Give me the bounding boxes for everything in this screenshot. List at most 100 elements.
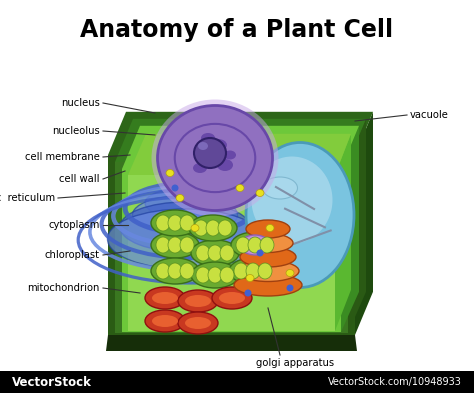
Polygon shape <box>115 119 366 162</box>
Ellipse shape <box>220 245 234 261</box>
Ellipse shape <box>194 220 208 236</box>
Ellipse shape <box>166 169 174 176</box>
Ellipse shape <box>240 235 270 255</box>
Ellipse shape <box>260 237 274 253</box>
Ellipse shape <box>180 263 194 279</box>
Text: cell wall: cell wall <box>60 174 100 184</box>
Ellipse shape <box>236 237 250 253</box>
Ellipse shape <box>198 142 208 150</box>
Ellipse shape <box>133 195 237 235</box>
Ellipse shape <box>246 143 354 288</box>
Ellipse shape <box>145 188 225 218</box>
Ellipse shape <box>243 233 293 252</box>
Polygon shape <box>106 335 357 351</box>
Ellipse shape <box>237 261 299 281</box>
Text: mitochondrion: mitochondrion <box>27 283 100 293</box>
Text: VectorStock.com/10948933: VectorStock.com/10948933 <box>328 377 462 387</box>
Ellipse shape <box>256 250 264 257</box>
Polygon shape <box>348 119 366 333</box>
Text: cytoplasm: cytoplasm <box>49 220 100 230</box>
Ellipse shape <box>151 210 199 236</box>
Ellipse shape <box>208 245 222 261</box>
Ellipse shape <box>152 315 178 327</box>
Ellipse shape <box>248 237 262 253</box>
Ellipse shape <box>145 287 185 309</box>
Ellipse shape <box>191 224 199 231</box>
Ellipse shape <box>212 287 252 309</box>
Ellipse shape <box>157 105 273 211</box>
Ellipse shape <box>234 274 302 296</box>
Ellipse shape <box>245 290 252 296</box>
Ellipse shape <box>185 317 211 329</box>
Text: vacuole: vacuole <box>410 110 449 120</box>
Ellipse shape <box>196 267 210 283</box>
Ellipse shape <box>252 156 332 244</box>
Ellipse shape <box>234 263 248 279</box>
Ellipse shape <box>256 189 264 196</box>
Ellipse shape <box>151 232 199 258</box>
Polygon shape <box>122 126 359 169</box>
Polygon shape <box>128 134 351 175</box>
Polygon shape <box>108 112 373 155</box>
Ellipse shape <box>168 215 182 231</box>
Ellipse shape <box>195 146 215 160</box>
Ellipse shape <box>218 220 232 236</box>
Ellipse shape <box>209 139 227 151</box>
Ellipse shape <box>191 240 239 266</box>
Ellipse shape <box>180 215 194 231</box>
Ellipse shape <box>156 237 170 253</box>
Ellipse shape <box>151 258 199 284</box>
Ellipse shape <box>206 220 220 236</box>
Text: Anatomy of a Plant Cell: Anatomy of a Plant Cell <box>81 18 393 42</box>
Ellipse shape <box>185 295 211 307</box>
Ellipse shape <box>224 151 236 160</box>
Ellipse shape <box>156 263 170 279</box>
Polygon shape <box>335 134 351 331</box>
FancyBboxPatch shape <box>0 371 474 393</box>
Ellipse shape <box>217 159 233 171</box>
Ellipse shape <box>240 247 296 267</box>
Ellipse shape <box>258 263 272 279</box>
Ellipse shape <box>236 184 244 191</box>
Ellipse shape <box>108 209 263 269</box>
Ellipse shape <box>231 232 279 258</box>
Text: endoplasmic  reticulum: endoplasmic reticulum <box>0 193 55 203</box>
Ellipse shape <box>208 267 222 283</box>
Ellipse shape <box>191 262 239 288</box>
Polygon shape <box>115 162 348 333</box>
Ellipse shape <box>246 220 290 238</box>
Ellipse shape <box>266 224 274 231</box>
Ellipse shape <box>120 202 250 252</box>
Ellipse shape <box>168 237 182 253</box>
Text: VectorStock: VectorStock <box>12 375 92 389</box>
Ellipse shape <box>196 245 210 261</box>
Ellipse shape <box>176 195 184 202</box>
Ellipse shape <box>220 267 234 283</box>
Polygon shape <box>355 112 373 335</box>
Ellipse shape <box>178 290 218 312</box>
Ellipse shape <box>263 177 298 199</box>
Ellipse shape <box>246 274 254 281</box>
Text: golgi apparatus: golgi apparatus <box>256 358 334 368</box>
Ellipse shape <box>193 163 207 173</box>
Ellipse shape <box>246 263 260 279</box>
Polygon shape <box>108 155 355 335</box>
Polygon shape <box>128 175 335 331</box>
Ellipse shape <box>286 270 294 277</box>
Polygon shape <box>122 169 341 332</box>
Ellipse shape <box>201 133 215 143</box>
Ellipse shape <box>286 285 293 292</box>
Text: cell membrane: cell membrane <box>25 152 100 162</box>
Ellipse shape <box>152 292 178 304</box>
Ellipse shape <box>178 312 218 334</box>
Text: nucleus: nucleus <box>61 98 100 108</box>
Polygon shape <box>341 126 359 332</box>
Ellipse shape <box>156 215 170 231</box>
Text: nucleolus: nucleolus <box>52 126 100 136</box>
Ellipse shape <box>194 138 226 168</box>
Text: chloroplast: chloroplast <box>45 250 100 260</box>
Ellipse shape <box>172 184 179 191</box>
Ellipse shape <box>168 263 182 279</box>
Ellipse shape <box>229 258 277 284</box>
Ellipse shape <box>189 215 237 241</box>
